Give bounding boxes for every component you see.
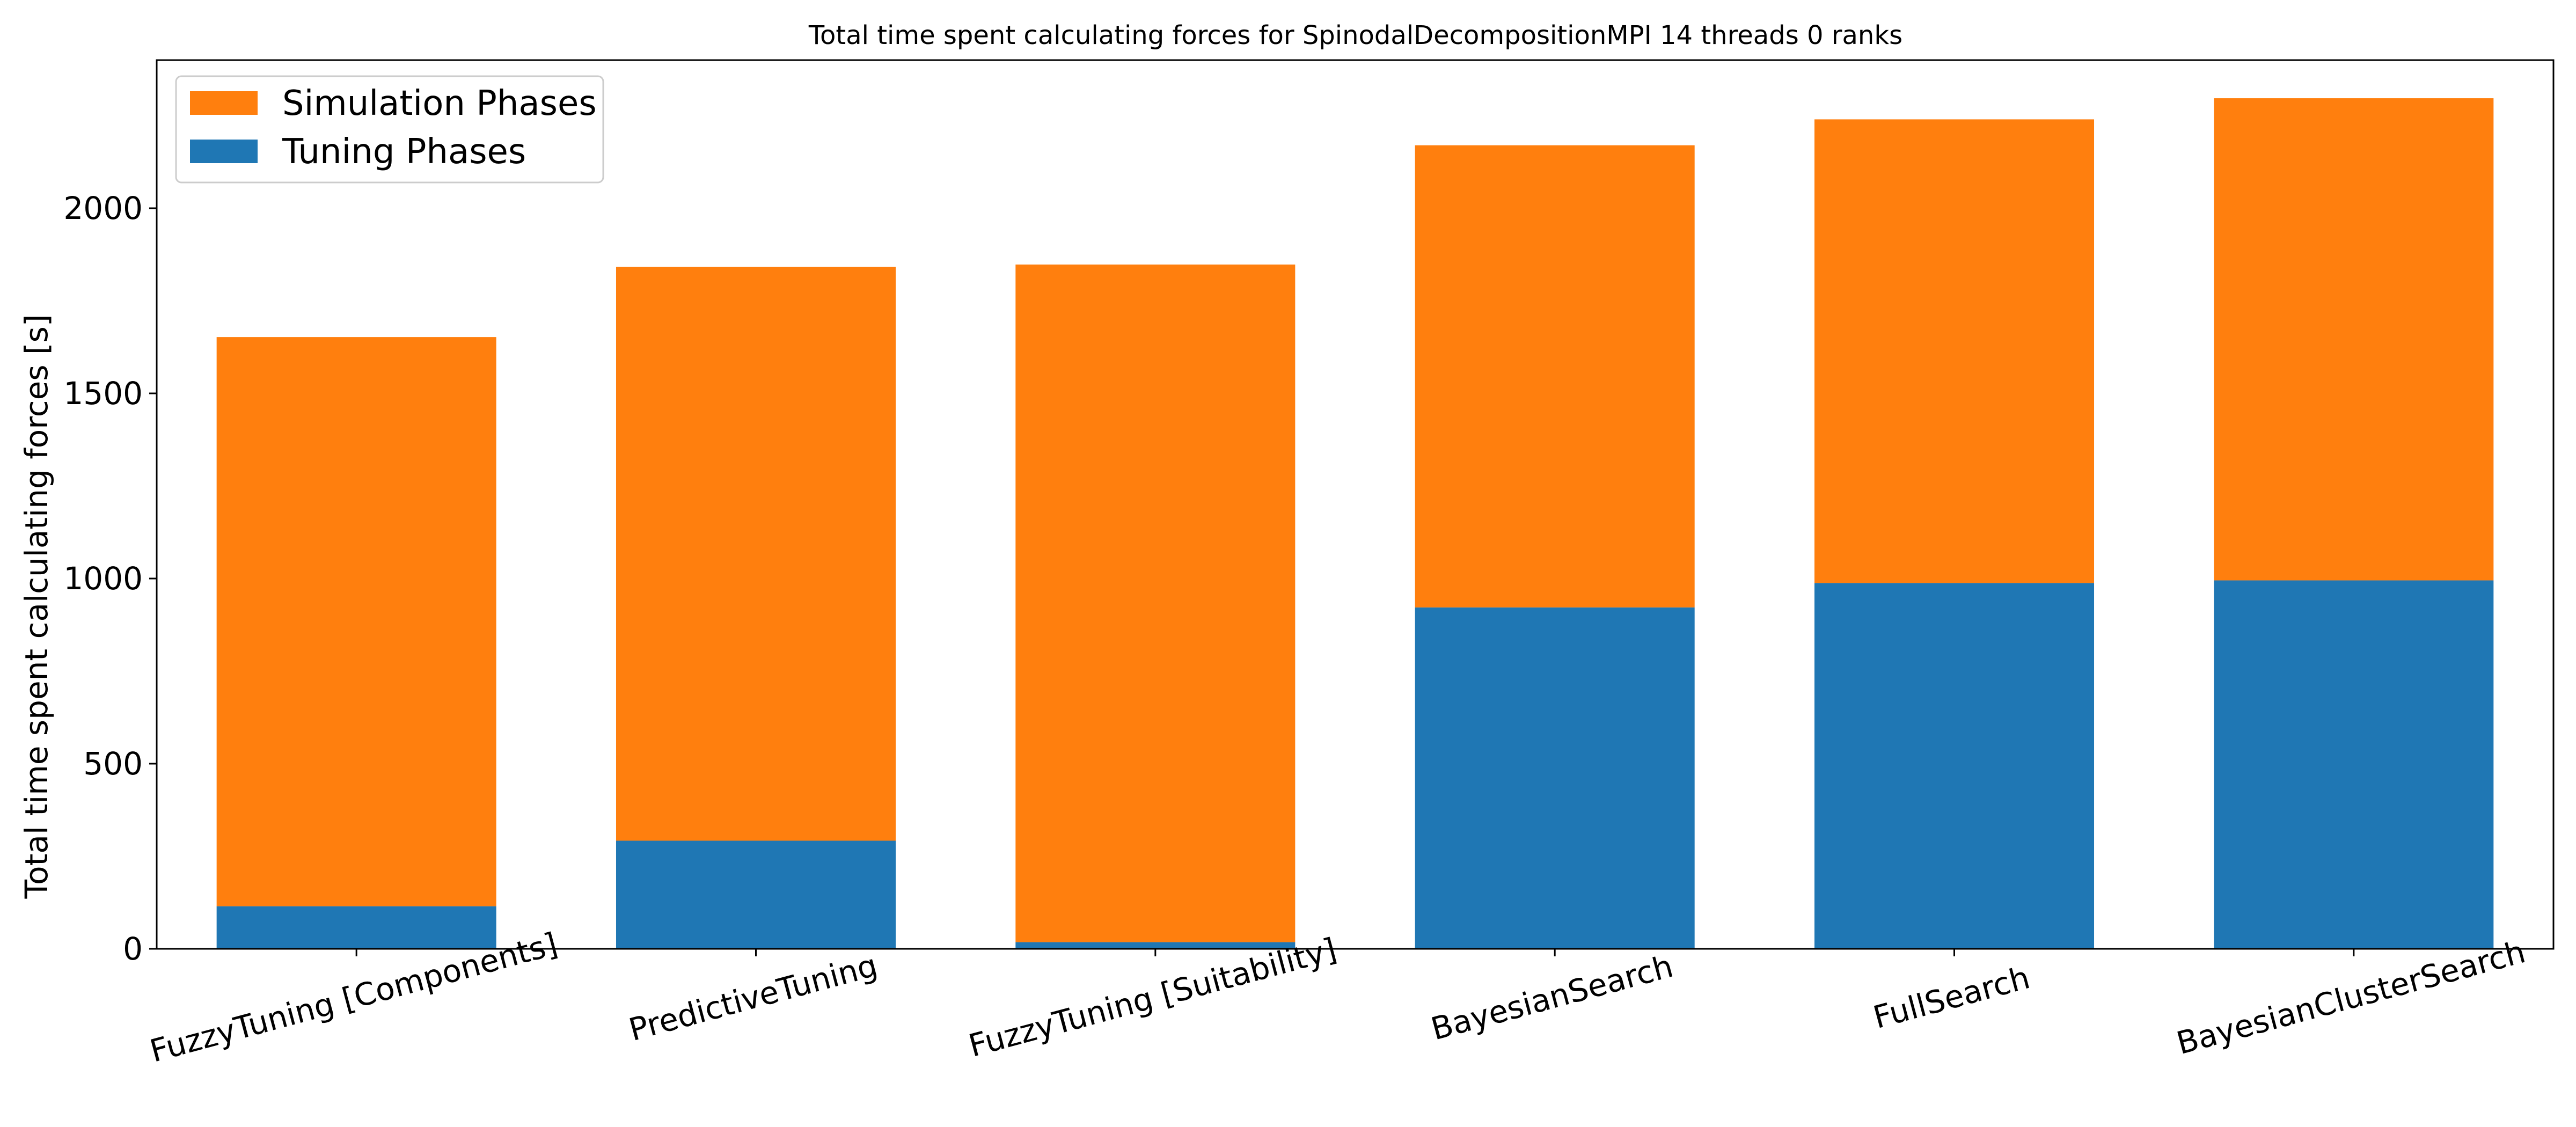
bar-tuning-phases-fuzzytuning-components xyxy=(216,906,496,949)
legend-frame xyxy=(175,75,604,184)
y-tick-label: 1500 xyxy=(63,375,143,412)
legend-label-simulation-phases: Simulation Phases xyxy=(282,84,597,123)
bar-simulation-phases-bayesiansearch xyxy=(1415,145,1695,608)
x-tick-label-bayesiansearch: BayesianSearch xyxy=(1427,948,1677,1048)
bar-simulation-phases-fuzzytuning-components xyxy=(216,337,496,906)
legend-label-tuning-phases: Tuning Phases xyxy=(282,132,526,172)
legend-swatch-simulation-phases xyxy=(190,91,258,115)
y-tick-label: 2000 xyxy=(63,190,143,226)
y-tick-label: 1000 xyxy=(63,560,143,597)
legend: Simulation Phases Tuning Phases xyxy=(175,75,604,184)
bar-tuning-phases-predictivetuning xyxy=(616,840,896,949)
x-tick-label-bayesianclustersearch: BayesianClusterSearch xyxy=(2173,933,2529,1062)
plot-frame xyxy=(156,59,2555,950)
bar-tuning-phases-fuzzytuning-suitability xyxy=(1015,942,1296,949)
bar-simulation-phases-fuzzytuning-suitability xyxy=(1015,264,1296,942)
y-tick-label: 500 xyxy=(83,745,143,782)
bars-layer xyxy=(216,98,2494,949)
bar-tuning-phases-bayesiansearch xyxy=(1415,607,1695,949)
x-tick-label-predictivetuning: PredictiveTuning xyxy=(625,947,881,1048)
bar-tuning-phases-fullsearch xyxy=(1814,583,2095,949)
x-tick-label-fullsearch: FullSearch xyxy=(1869,959,2033,1036)
bar-simulation-phases-bayesianclustersearch xyxy=(2214,98,2494,581)
x-tick-label-fuzzytuning-suitability: FuzzyTuning [Suitability] xyxy=(965,931,1340,1064)
bar-simulation-phases-predictivetuning xyxy=(616,267,896,841)
bar-simulation-phases-fullsearch xyxy=(1814,119,2095,583)
bar-tuning-phases-bayesianclustersearch xyxy=(2214,580,2494,949)
legend-swatch-tuning-phases xyxy=(190,140,258,163)
chart-title: Total time spent calculating forces for … xyxy=(808,20,1902,50)
y-axis-label: Total time spent calculating forces [s] xyxy=(18,314,55,899)
y-tick-label: 0 xyxy=(123,931,143,967)
